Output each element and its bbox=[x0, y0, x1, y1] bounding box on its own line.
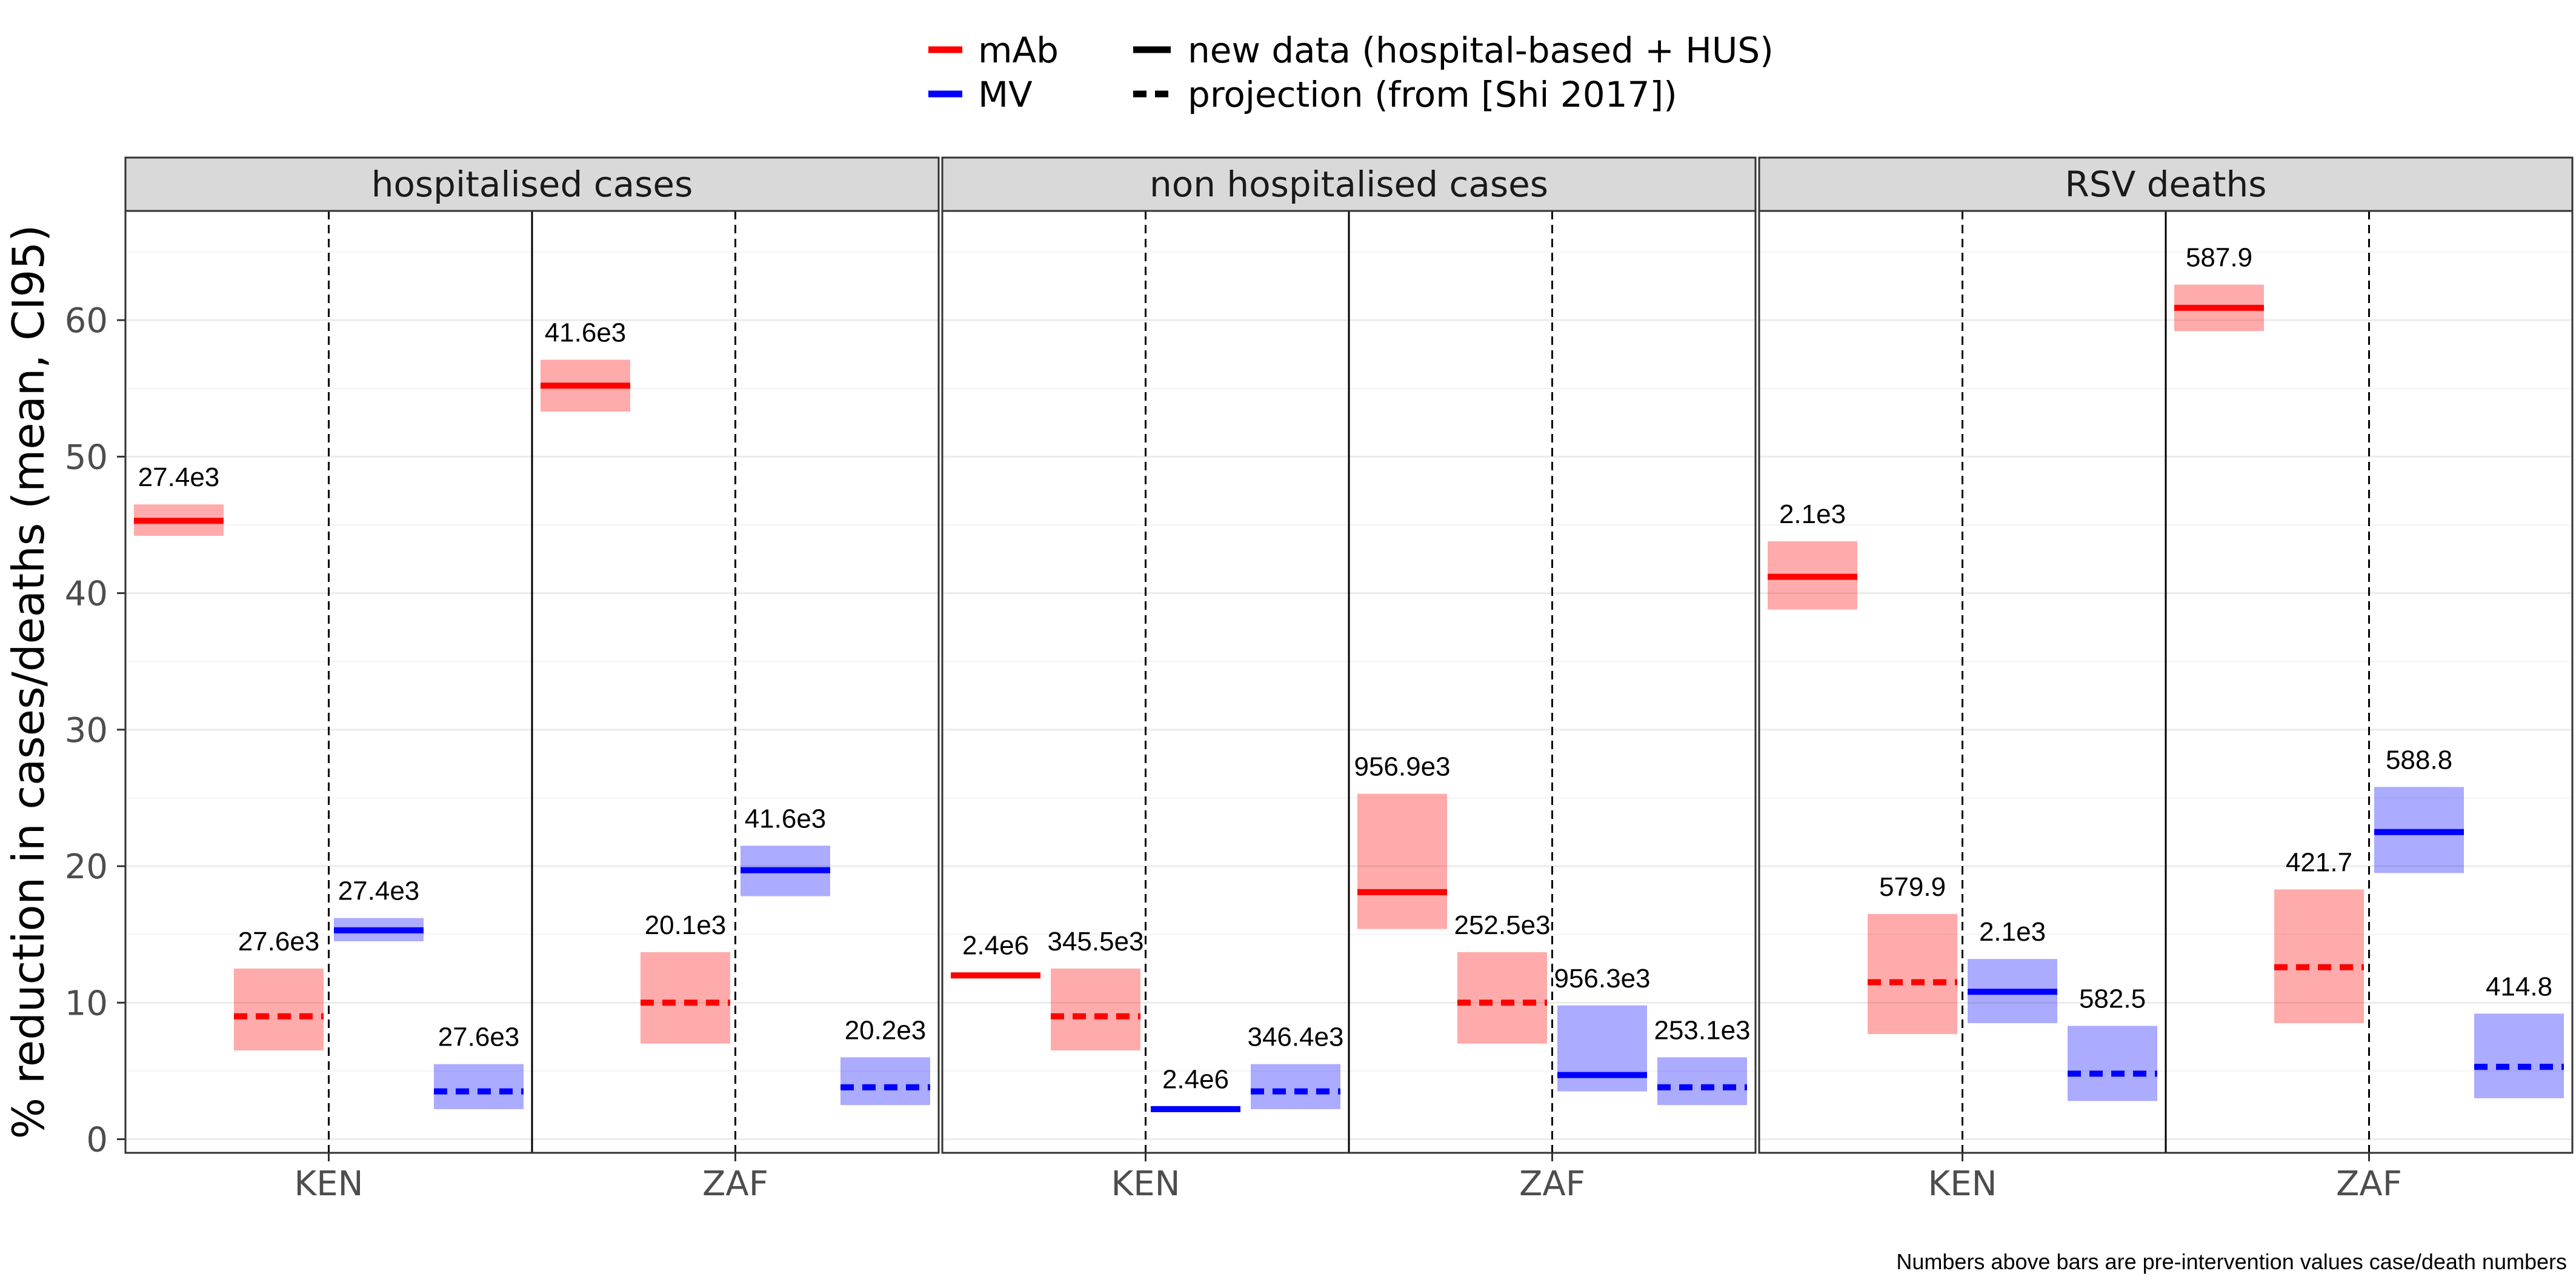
bar-value-label: 346.4e3 bbox=[1247, 1023, 1343, 1052]
ci-band bbox=[1457, 952, 1547, 1044]
bar-value-label: 588.8 bbox=[2386, 745, 2452, 775]
ci-band bbox=[1868, 913, 1957, 1035]
panel-strip bbox=[941, 156, 1757, 212]
y-axis-title: % reduction in cases/deaths (mean, CI95) bbox=[3, 225, 54, 1140]
ci-band bbox=[434, 1064, 524, 1109]
y-axis-ticks: 0 10 20 30 40 50 60 bbox=[65, 301, 125, 1160]
panel-non-hospitalised-cases: 2.4e6 345.5e3 2.4e6 346.4e3 956.9e3 252.5e395… bbox=[941, 156, 1757, 1204]
panel-strip bbox=[124, 156, 940, 212]
ci-band bbox=[2474, 1013, 2564, 1098]
legend-label-solid: new data (hospital-based + HUS) bbox=[1188, 30, 1774, 71]
bar-value-label: 414.8 bbox=[2486, 972, 2552, 1001]
panel-title: hospitalised cases bbox=[371, 164, 693, 205]
panel-rsv-deaths: 2.1e3 579.9 2.1e3 582.5 587.9 421.7 588.8 414.8… bbox=[1758, 156, 2574, 1204]
x-tick-label: KEN bbox=[1111, 1164, 1180, 1204]
ci-band bbox=[1557, 1005, 1647, 1092]
ci-band bbox=[840, 1057, 930, 1106]
bar-value-label: 2.4e6 bbox=[962, 931, 1029, 961]
x-tick-label: ZAF bbox=[702, 1164, 768, 1204]
x-tick-label: ZAF bbox=[2336, 1164, 2402, 1204]
bar-value-label: 587.9 bbox=[2186, 243, 2252, 273]
bar-value-label: 956.9e3 bbox=[1354, 752, 1450, 782]
panel-hospitalised-cases: 27.4e3 27.6e3 27.4e3 27.6e3 41.6e3 20.1e3 41.6… bbox=[124, 156, 940, 1204]
bar-value-label: 579.9 bbox=[1879, 872, 1946, 902]
y-tick-label: 20 bbox=[65, 847, 108, 887]
ci-band bbox=[234, 968, 324, 1051]
bar-value-label: 27.6e3 bbox=[238, 927, 320, 956]
x-tick-label: ZAF bbox=[1519, 1164, 1585, 1204]
bar-value-label: 582.5 bbox=[2079, 984, 2146, 1014]
bar-value-label: 252.5e3 bbox=[1454, 910, 1550, 940]
y-tick-label: 10 bbox=[65, 984, 108, 1023]
panel-title: RSV deaths bbox=[2065, 164, 2267, 205]
bar-value-label: 41.6e3 bbox=[745, 804, 827, 833]
ci-band bbox=[1251, 1064, 1340, 1109]
bar-value-label: 27.4e3 bbox=[138, 462, 220, 492]
bar-value-label: 421.7 bbox=[2286, 847, 2352, 877]
x-tick-label: KEN bbox=[295, 1164, 364, 1204]
x-tick-label: KEN bbox=[1928, 1164, 1997, 1204]
bar-value-label: 2.1e3 bbox=[1979, 917, 2046, 947]
ci-band bbox=[2068, 1026, 2157, 1101]
ci-band bbox=[1657, 1057, 1747, 1106]
bar-value-label: 27.4e3 bbox=[338, 876, 420, 906]
ci-band bbox=[1357, 793, 1447, 929]
bar-value-label: 20.2e3 bbox=[845, 1015, 927, 1045]
bar-value-label: 41.6e3 bbox=[545, 318, 627, 347]
panel-strip bbox=[1758, 156, 2574, 212]
chart-caption: Numbers above bars are pre-intervention … bbox=[1896, 1249, 2567, 1274]
ci-band bbox=[1051, 968, 1140, 1051]
bar-value-label: 2.4e6 bbox=[1162, 1064, 1229, 1094]
legend-label-mab: mAb bbox=[978, 30, 1059, 71]
bar-value-label: 956.3e3 bbox=[1554, 964, 1650, 993]
legend-label-mv: MV bbox=[978, 74, 1033, 115]
y-tick-label: 30 bbox=[65, 711, 108, 750]
bar-value-label: 27.6e3 bbox=[438, 1023, 520, 1052]
y-tick-label: 60 bbox=[65, 301, 108, 341]
ci-band bbox=[2274, 889, 2364, 1024]
y-tick-label: 0 bbox=[86, 1120, 108, 1160]
bar-value-label: 2.1e3 bbox=[1779, 499, 1846, 529]
bar-value-label: 345.5e3 bbox=[1047, 927, 1143, 956]
panel-title: non hospitalised cases bbox=[1150, 164, 1548, 205]
bar-value-label: 253.1e3 bbox=[1654, 1015, 1750, 1045]
y-tick-label: 40 bbox=[65, 575, 108, 614]
bar-value-label: 20.1e3 bbox=[645, 910, 727, 940]
legend-label-dashed: projection (from [Shi 2017]) bbox=[1188, 74, 1677, 115]
ci-band bbox=[641, 952, 730, 1044]
y-tick-label: 50 bbox=[65, 438, 108, 477]
